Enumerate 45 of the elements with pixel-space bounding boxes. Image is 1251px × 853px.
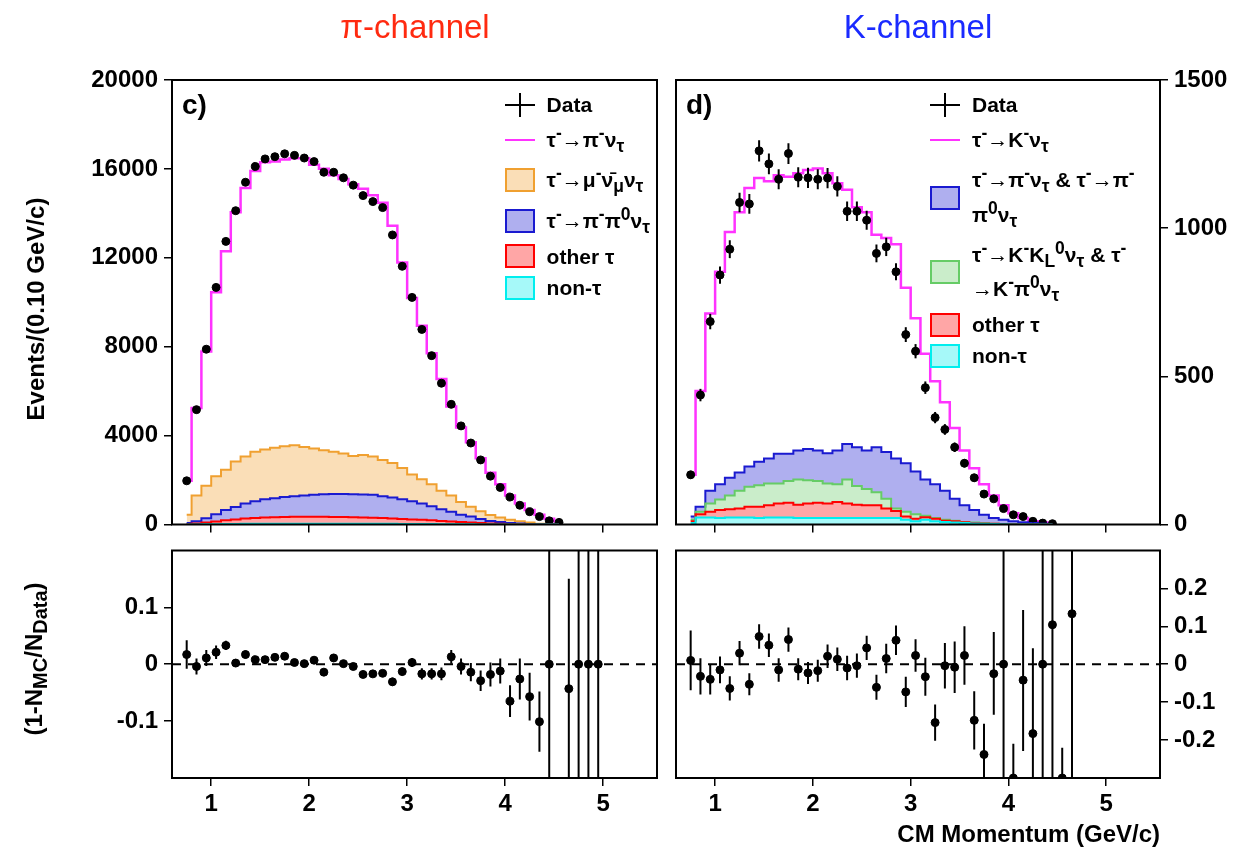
y-tick-label: 12000	[91, 242, 158, 270]
y-tick-label: 0	[144, 509, 158, 537]
y-tick-label: 0	[1174, 648, 1188, 676]
x-tick-label: 4	[498, 789, 513, 817]
y-tick-label: 1500	[1174, 64, 1228, 92]
x-tick-label: 1	[204, 789, 218, 817]
y-tick-label: 20000	[91, 64, 158, 92]
chart-title: K-channel	[843, 8, 993, 46]
annotation: d)	[686, 88, 713, 120]
y-tick-label: 0.2	[1174, 572, 1208, 600]
y-tick-label: 500	[1174, 361, 1215, 389]
y-tick-label: 8000	[104, 331, 158, 359]
y-axis-title: Events/(0.10 GeV/c)	[22, 197, 50, 421]
legend-label: non-τ	[546, 274, 602, 301]
x-tick-label: 2	[806, 789, 820, 817]
annotation: c)	[182, 88, 207, 120]
text: τ$^{-}$→K$^{-}$K$_{L}$$^{0}$ν$_{τ}$ & τ$^{-}$→K$^{-}$π$^{0}$ν$_{τ}$	[972, 237, 1127, 306]
y-tick-label: 0	[144, 648, 158, 676]
y-tick-label: -0.1	[1174, 686, 1216, 714]
x-tick-label: 2	[302, 789, 316, 817]
x-tick-label: 4	[1001, 789, 1016, 817]
x-tick-label: 1	[708, 789, 722, 817]
y-tick-label: -0.1	[116, 705, 158, 733]
y-tick-label: 0.1	[1174, 610, 1208, 638]
chart-title: π-channel	[340, 8, 490, 46]
legend-label: other τ	[546, 243, 615, 269]
legend-label: non-τ	[972, 343, 1027, 369]
legend-label: τ$^{-}$→K$^{-}$ν$_{τ}$	[972, 123, 1049, 158]
x-tick-label: 5	[596, 789, 610, 817]
y-tick-label: 1000	[1174, 212, 1228, 240]
legend-label: τ$^{-}$→π$^{-}$ν$_{τ}$	[546, 123, 625, 158]
x-tick-label: 5	[1099, 789, 1113, 817]
y-tick-label: -0.2	[1174, 724, 1216, 752]
legend-label: τ$^{-}$→μ$^{-}$ν̄$_{μ}$ν$_{τ}$	[546, 163, 644, 198]
y-tick-label: 0.1	[124, 591, 158, 619]
legend-label: other τ	[972, 312, 1040, 338]
y-tick-label: 0	[1174, 509, 1188, 537]
legend-label: Data	[546, 92, 593, 118]
legend-label: τ$^{-}$→π$^{-}$π$^{0}$ν$_{τ}$	[546, 203, 650, 238]
y-tick-label: 16000	[91, 153, 158, 181]
x-tick-label: 3	[903, 789, 918, 817]
x-tick-label: 3	[400, 789, 414, 817]
y-tick-label: 4000	[104, 420, 158, 448]
x-axis-title: CM Momentum (GeV/c)	[897, 820, 1160, 848]
legend-label: Data	[972, 92, 1018, 118]
